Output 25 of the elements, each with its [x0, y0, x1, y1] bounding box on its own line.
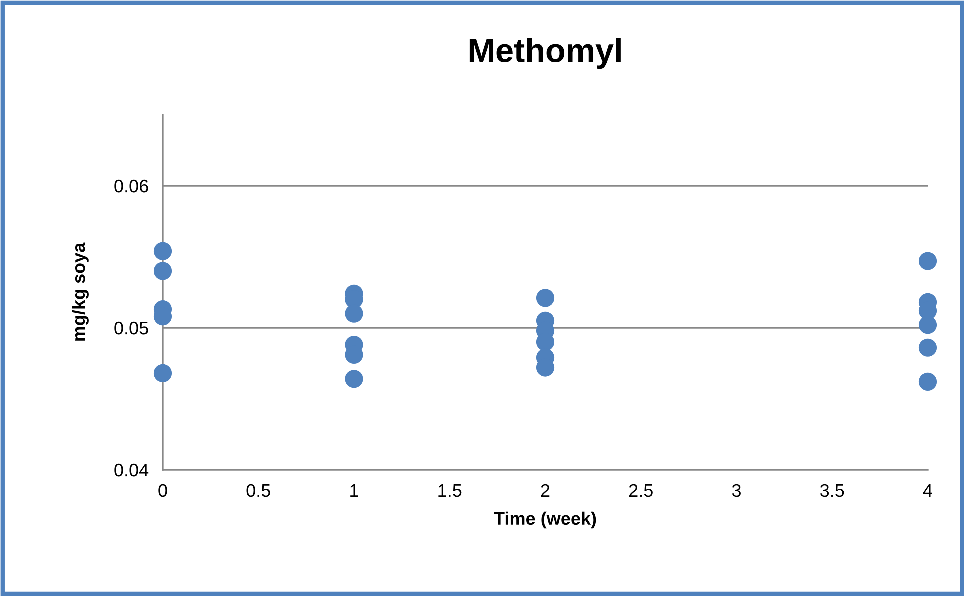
- chart-title: Methomyl: [470, 38, 621, 70]
- point: [345, 304, 364, 323]
- point: [154, 242, 172, 260]
- x-tick-label: 1.5: [438, 484, 462, 498]
- x-tick-label: 3.5: [820, 484, 844, 498]
- y-tick-label: 0.04: [114, 464, 149, 477]
- point: [154, 364, 172, 382]
- x-tick-label: 3: [732, 484, 741, 498]
- x-tick-label: 0: [158, 484, 168, 498]
- x-tick-label: 2.5: [629, 484, 653, 498]
- point: [918, 338, 938, 357]
- y-tick-label: 0.06: [114, 180, 148, 193]
- x-tick-label: 2: [541, 484, 550, 497]
- x-tick-label: 1: [350, 484, 358, 497]
- y-tick-label: 0.05: [114, 322, 148, 335]
- point: [918, 252, 938, 270]
- y-axis-title: mg/kg soya: [72, 242, 89, 341]
- point: [918, 372, 938, 392]
- point: [536, 289, 555, 308]
- point: [154, 262, 172, 280]
- x-axis-title: Time (week): [494, 512, 596, 529]
- point: [918, 316, 938, 334]
- x-tick-label: 4: [923, 484, 932, 497]
- x-tick-label: 0.5: [246, 484, 270, 498]
- point: [345, 370, 364, 388]
